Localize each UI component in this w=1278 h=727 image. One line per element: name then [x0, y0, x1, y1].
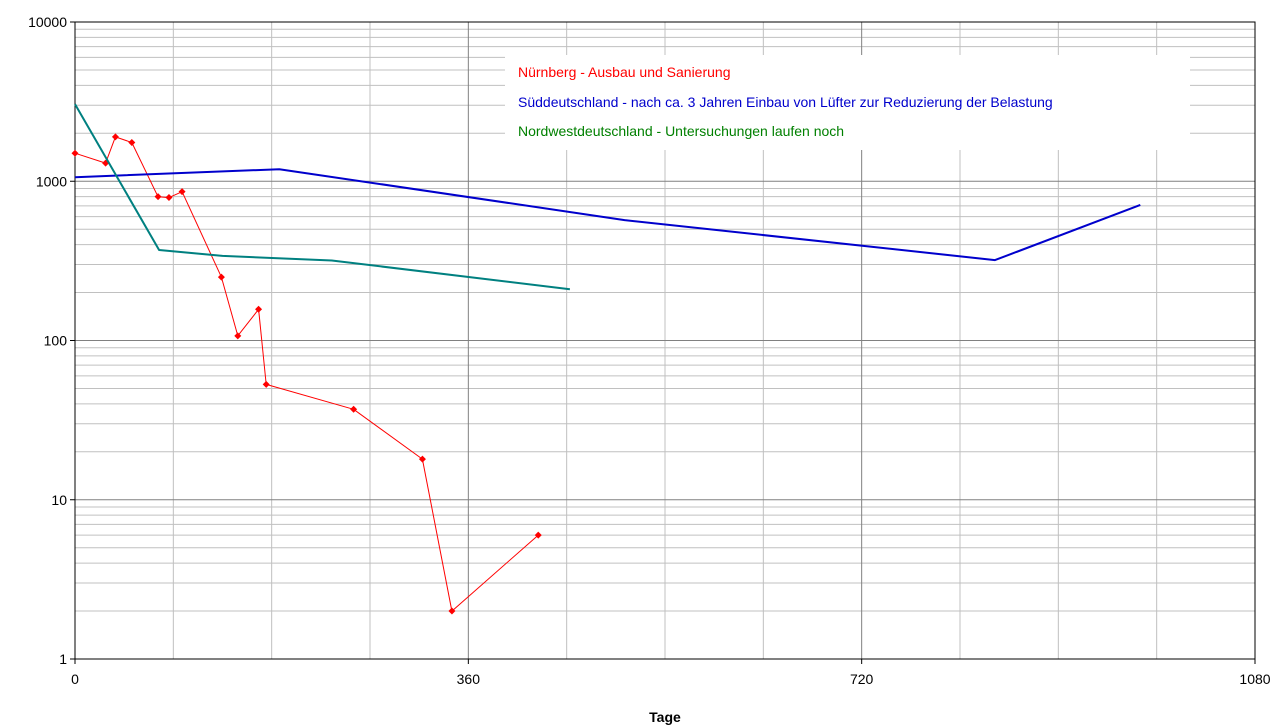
data-point-nuernberg	[262, 380, 270, 388]
x-axis-ticks: 0 360 720 1080	[71, 659, 1271, 687]
y-tick-label: 1000	[36, 173, 67, 189]
data-point-nuernberg	[255, 305, 263, 313]
data-point-nuernberg	[71, 149, 79, 157]
x-tick-label: 1080	[1239, 671, 1270, 687]
series-layer	[71, 103, 1141, 615]
legend-entry-sueddeutschland: Süddeutschland - nach ca. 3 Jahren Einba…	[518, 94, 1053, 110]
data-point-nuernberg	[217, 273, 225, 281]
y-axis-ticks: 1 10 100 1000 10000	[28, 14, 75, 667]
x-tick-label: 0	[71, 671, 79, 687]
data-point-nuernberg	[350, 405, 358, 413]
legend-entry-nuernberg: Nürnberg - Ausbau und Sanierung	[518, 64, 730, 80]
y-tick-label: 10	[51, 492, 67, 508]
data-point-nuernberg	[234, 332, 242, 340]
data-point-nuernberg	[128, 139, 136, 147]
x-axis-label: Tage	[649, 709, 681, 725]
data-point-nuernberg	[154, 193, 162, 201]
x-tick-label: 360	[457, 671, 481, 687]
minor-gridlines	[75, 22, 1255, 659]
data-point-nuernberg	[165, 194, 173, 202]
y-tick-label: 10000	[28, 14, 67, 30]
legend-background	[505, 55, 1190, 150]
y-tick-label: 100	[44, 333, 68, 349]
x-tick-label: 720	[850, 671, 874, 687]
legend-entry-nordwestdeutschland: Nordwestdeutschland - Untersuchungen lau…	[518, 123, 844, 139]
data-point-nuernberg	[418, 455, 426, 463]
series-line-nordwestdeutschland	[74, 103, 571, 291]
data-point-nuernberg	[534, 531, 542, 539]
data-point-nuernberg	[111, 133, 119, 141]
data-point-nuernberg	[178, 188, 186, 196]
legend: Nürnberg - Ausbau und Sanierung Süddeuts…	[505, 55, 1190, 150]
y-tick-label: 1	[59, 651, 67, 667]
series-line-sueddeutschland	[74, 168, 1141, 262]
data-point-nuernberg	[448, 607, 456, 615]
